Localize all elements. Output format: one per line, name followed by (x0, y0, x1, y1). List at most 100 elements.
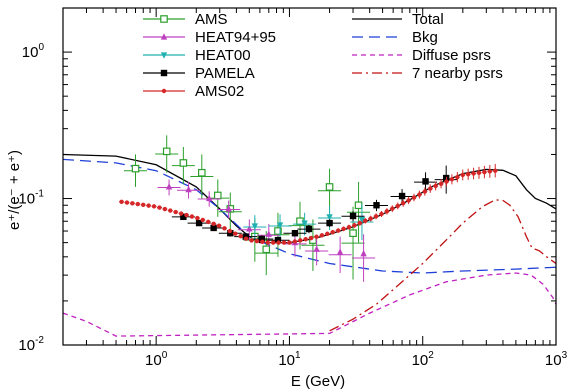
data-point (455, 174, 460, 180)
data-point (395, 203, 400, 209)
data-point (471, 171, 476, 176)
model-curves (62, 153, 557, 337)
x-tick-label: 102 (412, 350, 435, 369)
data-point (222, 226, 227, 231)
data-point (274, 227, 282, 235)
data-point (281, 240, 287, 245)
legend-label: Bkg (412, 29, 438, 46)
y-tick-label: 100 (22, 42, 45, 61)
data-point (265, 240, 270, 245)
data-point (363, 218, 368, 224)
data-point (305, 225, 313, 233)
data-point (373, 202, 380, 209)
legend-item-total: Total (352, 11, 444, 28)
data-points (119, 135, 498, 282)
data-point (119, 199, 124, 205)
curve-diffuse-psrs (62, 272, 557, 337)
data-point (291, 229, 299, 237)
data-point (233, 231, 238, 236)
legend-label: AMS (195, 11, 228, 28)
data-point (379, 211, 384, 217)
data-point (197, 168, 206, 177)
legend-label: PAMELA (195, 65, 255, 82)
legend-item-diffuse-psrs: Diffuse psrs (352, 47, 491, 64)
data-point (292, 239, 298, 244)
data-point (180, 213, 187, 221)
y-tick-label: 10-2 (18, 335, 44, 354)
data-point (270, 240, 276, 245)
data-point (314, 234, 319, 239)
legend-item-heat00: HEAT00 (143, 47, 251, 64)
data-point (349, 212, 357, 220)
data-point (406, 198, 411, 203)
data-point (184, 212, 189, 218)
data-point (357, 220, 363, 226)
data-point (211, 221, 216, 226)
legend-item-7-nearby-psrs: 7 nearby psrs (352, 65, 503, 82)
data-point (298, 238, 303, 243)
data-point (346, 224, 352, 230)
series-heat94-95 (157, 179, 376, 282)
plot-border (62, 7, 557, 346)
data-point (422, 189, 428, 194)
data-point (368, 216, 373, 221)
legend-marker (160, 69, 168, 77)
data-point (216, 223, 222, 228)
series-ams02 (119, 163, 498, 245)
data-point (352, 223, 357, 228)
data-point (168, 208, 173, 213)
tick-labels: 100 101 102 103 10-2 10-1 100 (18, 42, 567, 369)
data-point (243, 236, 249, 241)
data-point (303, 237, 308, 242)
data-point (262, 245, 271, 254)
legend-marker (160, 33, 168, 40)
curve-bkg (62, 158, 557, 274)
legend-marker (160, 52, 168, 59)
data-point (141, 202, 146, 208)
legend-label: 7 nearby psrs (412, 65, 503, 82)
data-point (325, 231, 330, 236)
data-point (449, 177, 455, 182)
data-point (287, 240, 292, 245)
legend-item-ams: AMS (143, 11, 228, 28)
data-point (411, 195, 417, 200)
data-point (326, 214, 333, 221)
y-axis-label: e⁺/(e⁻ + e⁺) (6, 150, 23, 230)
data-point (398, 192, 406, 200)
x-axis-label: E (GeV) (291, 373, 345, 390)
legend-item-pamela: PAMELA (143, 65, 255, 82)
data-point (308, 235, 314, 241)
data-point (205, 194, 213, 202)
data-point (249, 238, 254, 243)
data-point (179, 159, 188, 167)
data-point (258, 235, 265, 243)
legend-item-ams02: AMS02 (143, 83, 244, 100)
data-point (487, 169, 493, 174)
data-point (165, 183, 173, 190)
data-point (493, 168, 498, 173)
data-point (460, 172, 465, 178)
legend-label: HEAT00 (195, 47, 251, 64)
data-point (124, 200, 130, 205)
data-point (319, 233, 325, 238)
data-point (195, 215, 200, 221)
data-point (173, 209, 178, 215)
data-point (476, 170, 482, 175)
data-point (384, 209, 390, 214)
data-point (428, 186, 433, 191)
data-point (373, 214, 379, 219)
plot-frame (62, 7, 557, 346)
data-point (130, 201, 135, 206)
data-point (200, 217, 205, 223)
data-point (336, 248, 344, 255)
series-pamela (171, 165, 458, 244)
data-point (417, 192, 422, 197)
x-tick-label: 101 (278, 350, 301, 369)
data-point (246, 225, 253, 232)
data-point (146, 203, 151, 208)
data-point (438, 181, 444, 186)
data-point (227, 229, 234, 237)
data-point (274, 236, 282, 244)
